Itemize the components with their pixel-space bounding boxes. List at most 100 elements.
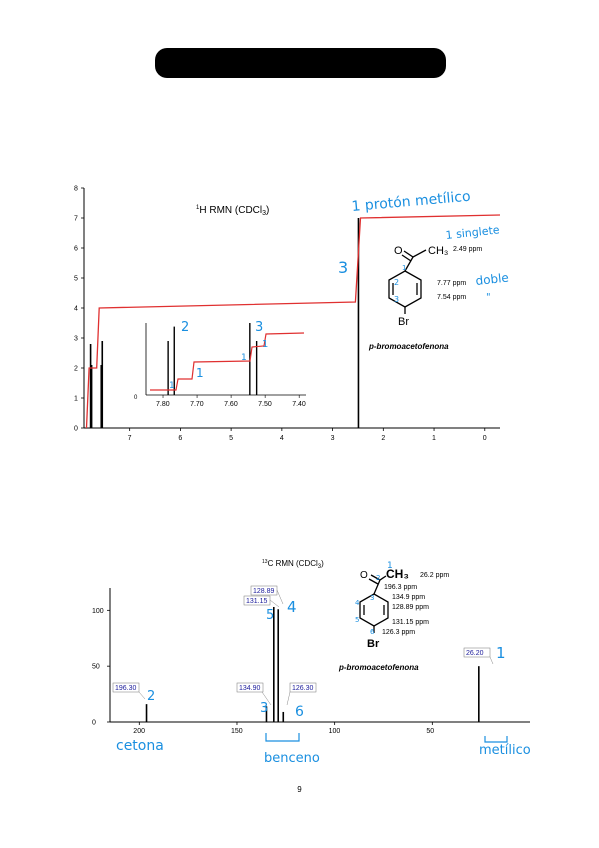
annotation-c1: 1 [496,644,506,662]
h-y-tick-label: 1 [74,396,78,403]
h-integral-curve [85,214,501,429]
c-nmr-chart: 0 50 100 200 150 100 50 13C RMN (CDCl3) 196.3… [92,559,531,766]
h-bond-carbonyl [404,256,414,272]
c-oxygen-label: O [360,570,368,581]
h-bond-methyl [412,249,427,258]
annotation-struct-c1: 1 [387,561,393,571]
c-y-tick-label: 100 [92,608,104,615]
h-y-tick-label: 5 [74,276,78,283]
annotation-inset-1d: 1 [262,339,268,350]
h-x-tick-label: 0 [483,435,487,442]
c-y-tick-label: 0 [92,720,96,727]
label-box-131 [243,595,271,606]
h-oxygen-label: O [394,245,403,257]
h-inset: 0 7.80 7.70 7.60 7.50 7.40 [134,323,306,408]
h-x-tick-label: 1 [432,435,436,442]
c-bromine-label: Br [367,638,380,650]
h-y-tick-label: 6 [74,246,78,253]
annotation-c4: 4 [287,598,297,616]
h-inset-integral [150,332,305,391]
h-shift-methyl: 2.49 ppm [453,246,482,253]
label-box-126 [289,682,317,693]
c-structure [359,574,389,633]
h-y-tick-label: 7 [74,216,78,223]
h-y-tick-label: 3 [74,336,78,343]
c-y-ticks: 0 50 100 [92,608,110,727]
c-shift-134: 134.9 ppm [392,594,425,601]
h-bond-co [403,250,414,258]
h-compound-name: p-bromoacetofenona [368,342,449,351]
annotation-inset-1b: 1 [196,366,204,380]
annotation-metilico-bracket [484,736,508,743]
page-number: 9 [297,785,302,794]
peak-label-196: 196.30 [115,685,137,692]
peak-label-26: 26.20 [466,650,484,657]
c-shift-128: 128.89 ppm [392,604,429,611]
h-x-tick-label: 4 [280,435,284,442]
c-bond-carbonyl [373,579,381,595]
c-shift-126: 126.3 ppm [382,629,415,636]
c-x-tick-label: 100 [329,728,341,735]
peak-label-131: 131.15 [246,598,268,605]
h-x-tick-label: 2 [381,435,385,442]
redacted-title-bar [155,48,446,78]
c-compound-name: p-bromoacetofenona [338,663,419,672]
c-x-tick-label: 150 [231,728,243,735]
peak-label-134: 134.90 [239,685,261,692]
h-x-tick-label: 3 [331,435,335,442]
h-shift-meta: 7.54 ppm [437,294,466,301]
label-box-26 [463,647,491,658]
annotation-benceno-bracket [265,733,300,742]
annotation-integral-3: 3 [338,258,348,277]
annotation-doble: doble [475,271,510,288]
annotation-c2: 2 [147,689,155,704]
c-x-tick-label: 50 [426,728,434,735]
h-structure [388,249,427,314]
h-peaks [89,218,360,428]
annotation-metilico: metílico [479,743,531,758]
c-peaks [145,606,480,722]
annotation-struct-c2: 2 [376,574,380,582]
h-spectrum-title: 1H RMN (CDCl3) [196,205,269,217]
h-inset-tick-label: 7.70 [190,401,204,408]
annotation-c5: 5 [266,608,274,623]
h-x-tick-label: 6 [178,435,182,442]
annotation-ditto: " [486,292,491,303]
annotation-c6: 6 [295,704,304,720]
h-y-tick-label: 0 [74,426,78,433]
c-shift-196: 196.3 ppm [384,584,417,591]
annotation-proton-metilico: 1 protón metílico [351,189,471,215]
h-y-tick-label: 4 [74,306,78,313]
h-x-tick-label: 7 [128,435,132,442]
h-y-ticks: 0 1 2 3 4 5 6 7 8 [74,186,84,433]
annotation-c3: 3 [260,701,268,716]
h-inset-tick-label: 7.40 [292,401,306,408]
annotation-inset-1c: 1 [241,353,247,363]
peak-label-128: 128.89 [253,588,275,595]
h-methyl-label: CH₃ [428,245,448,257]
annotation-singlete: 1 singlete [445,223,500,242]
c-methyl-label: CH₃ [386,567,409,581]
c-peak-labels [112,585,491,693]
h-inset-tick-label: 7.80 [156,401,170,408]
annotation-inset-2: 2 [181,320,189,335]
label-box-134 [236,682,264,693]
annotation-struct-c4: 4 [355,599,360,607]
c-spectrum-title: 13C RMN (CDCl3) [262,559,324,570]
annotation-cetona: cetona [116,738,164,754]
annotation-struct-c6: 6 [370,628,375,636]
h-inset-tick-label: 7.50 [258,401,272,408]
c-bond-co [370,574,381,581]
c-shift-26: 26.2 ppm [420,572,449,579]
annotation-inset-3: 3 [255,320,263,335]
c-shift-131: 131.15 ppm [392,619,429,626]
h-shift-ortho: 7.77 ppm [437,280,466,287]
annotation-struct-3: 3 [394,295,399,304]
annotation-struct-c5: 5 [355,616,359,624]
h-inset-tick-label: 7.60 [224,401,238,408]
c-x-tick-label: 200 [133,728,145,735]
h-y-tick-label: 2 [74,366,78,373]
c-bond-methyl [379,575,387,581]
c-x-ticks: 200 150 100 50 [133,722,434,735]
